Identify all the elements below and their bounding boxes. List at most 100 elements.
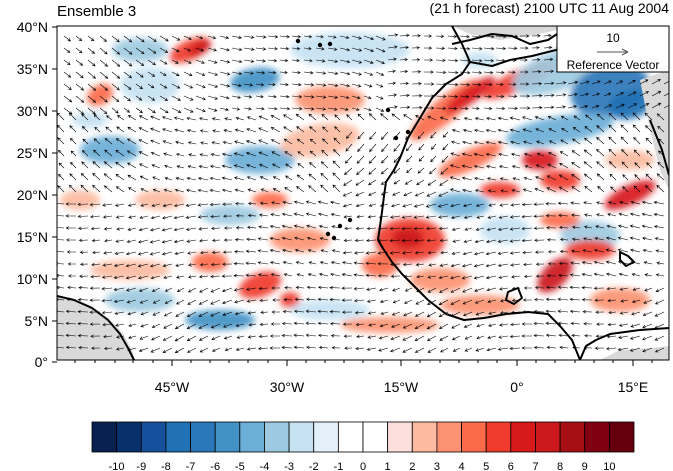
wind-arrow xyxy=(334,114,341,121)
wind-arrow xyxy=(293,333,305,338)
wind-arrow xyxy=(531,58,541,62)
wind-arrow xyxy=(113,275,125,280)
wind-arrow xyxy=(355,203,365,208)
wind-arrow xyxy=(140,323,149,328)
wind-arrow xyxy=(486,347,497,352)
wind-arrow xyxy=(476,335,485,340)
wind-arrow xyxy=(243,107,252,111)
wind-arrow xyxy=(159,59,168,65)
wind-arrow xyxy=(281,333,293,338)
wind-arrow xyxy=(291,70,301,75)
wind-arrow xyxy=(163,152,173,157)
wind-arrow xyxy=(195,95,206,101)
wind-arrow xyxy=(223,335,233,340)
wind-arrow xyxy=(535,274,545,278)
wind-arrow xyxy=(567,105,578,109)
wind-arrow xyxy=(234,299,245,304)
wind-arrow xyxy=(375,59,385,65)
wind-arrow xyxy=(176,165,185,169)
wind-arrow xyxy=(442,131,449,138)
wind-arrow xyxy=(597,185,605,193)
wind-arrow xyxy=(507,46,518,50)
wind-arrow xyxy=(102,263,113,267)
wind-arrow xyxy=(603,104,613,109)
wind-arrow xyxy=(257,237,269,241)
wind-arrow xyxy=(411,94,423,98)
wind-arrow xyxy=(356,215,365,219)
island xyxy=(327,41,333,47)
wind-arrow xyxy=(642,335,653,341)
wind-arrow xyxy=(267,70,277,75)
wind-arrow xyxy=(222,202,233,206)
colorbar-swatch xyxy=(510,421,536,453)
wind-arrow xyxy=(65,321,77,326)
wind-arrow xyxy=(70,150,77,157)
wind-arrow xyxy=(392,287,401,292)
wind-arrow xyxy=(355,226,365,231)
wind-arrow xyxy=(99,107,108,115)
wind-arrow xyxy=(332,172,341,181)
wind-arrow xyxy=(581,272,593,277)
wind-arrow xyxy=(233,262,245,266)
wind-arrow xyxy=(500,189,509,193)
wind-arrow xyxy=(451,251,461,255)
wind-arrow xyxy=(561,128,569,133)
wind-arrow xyxy=(498,152,509,157)
wind-arrow xyxy=(399,93,410,98)
wind-arrow xyxy=(509,334,521,339)
wind-arrow xyxy=(569,273,581,277)
wind-arrow xyxy=(103,185,113,193)
wind-arrow xyxy=(163,323,173,329)
wind-arrow xyxy=(571,186,581,193)
wind-arrow xyxy=(327,59,339,63)
lat-tick-label: 30°N xyxy=(17,103,48,119)
wind-arrow xyxy=(462,188,473,193)
wind-arrow xyxy=(403,311,413,317)
wind-arrow xyxy=(104,239,113,243)
wind-arrow xyxy=(633,136,641,145)
colorbar-swatch xyxy=(91,421,118,453)
colorbar-label: -10 xyxy=(109,461,125,471)
wind-arrow xyxy=(510,203,521,207)
wind-arrow xyxy=(80,262,89,266)
wind-arrow xyxy=(531,70,542,74)
wind-arrow xyxy=(210,311,221,317)
wind-arrow xyxy=(297,163,305,169)
wind-arrow xyxy=(569,285,581,290)
wind-arrow xyxy=(390,203,401,208)
wind-arrow xyxy=(558,261,569,266)
wind-arrow xyxy=(293,212,305,217)
wind-arrow xyxy=(363,47,374,53)
wind-arrow xyxy=(555,105,566,109)
wind-arrow xyxy=(82,138,89,145)
wind-arrow xyxy=(171,71,180,76)
wind-arrow xyxy=(585,114,593,121)
wind-arrow xyxy=(380,167,389,175)
wind-arrow xyxy=(447,58,459,63)
wind-arrow xyxy=(123,83,132,90)
wind-arrow xyxy=(497,227,509,231)
wind-arrow xyxy=(197,188,209,193)
wind-arrow xyxy=(75,59,84,66)
wind-arrow xyxy=(629,236,641,241)
wind-arrow xyxy=(222,262,233,266)
wind-arrow xyxy=(534,250,545,254)
wind-arrow xyxy=(570,261,581,265)
wind-arrow xyxy=(594,298,605,302)
wind-arrow xyxy=(615,103,625,109)
wind-arrow xyxy=(475,203,485,207)
wind-arrow xyxy=(79,250,89,254)
wind-arrow xyxy=(199,347,209,353)
colorbar-swatch xyxy=(165,421,191,453)
wind-arrow xyxy=(499,177,509,181)
wind-arrow xyxy=(330,334,341,338)
wind-arrow xyxy=(654,311,665,317)
lat-tick-label: 40°N xyxy=(17,19,48,35)
wind-arrow xyxy=(486,287,497,292)
wind-arrow xyxy=(320,184,329,193)
wind-arrow xyxy=(533,345,545,350)
wind-arrow xyxy=(451,323,461,329)
wind-arrow xyxy=(296,273,305,277)
wind-arrow xyxy=(57,201,65,206)
wind-arrow xyxy=(57,185,65,193)
